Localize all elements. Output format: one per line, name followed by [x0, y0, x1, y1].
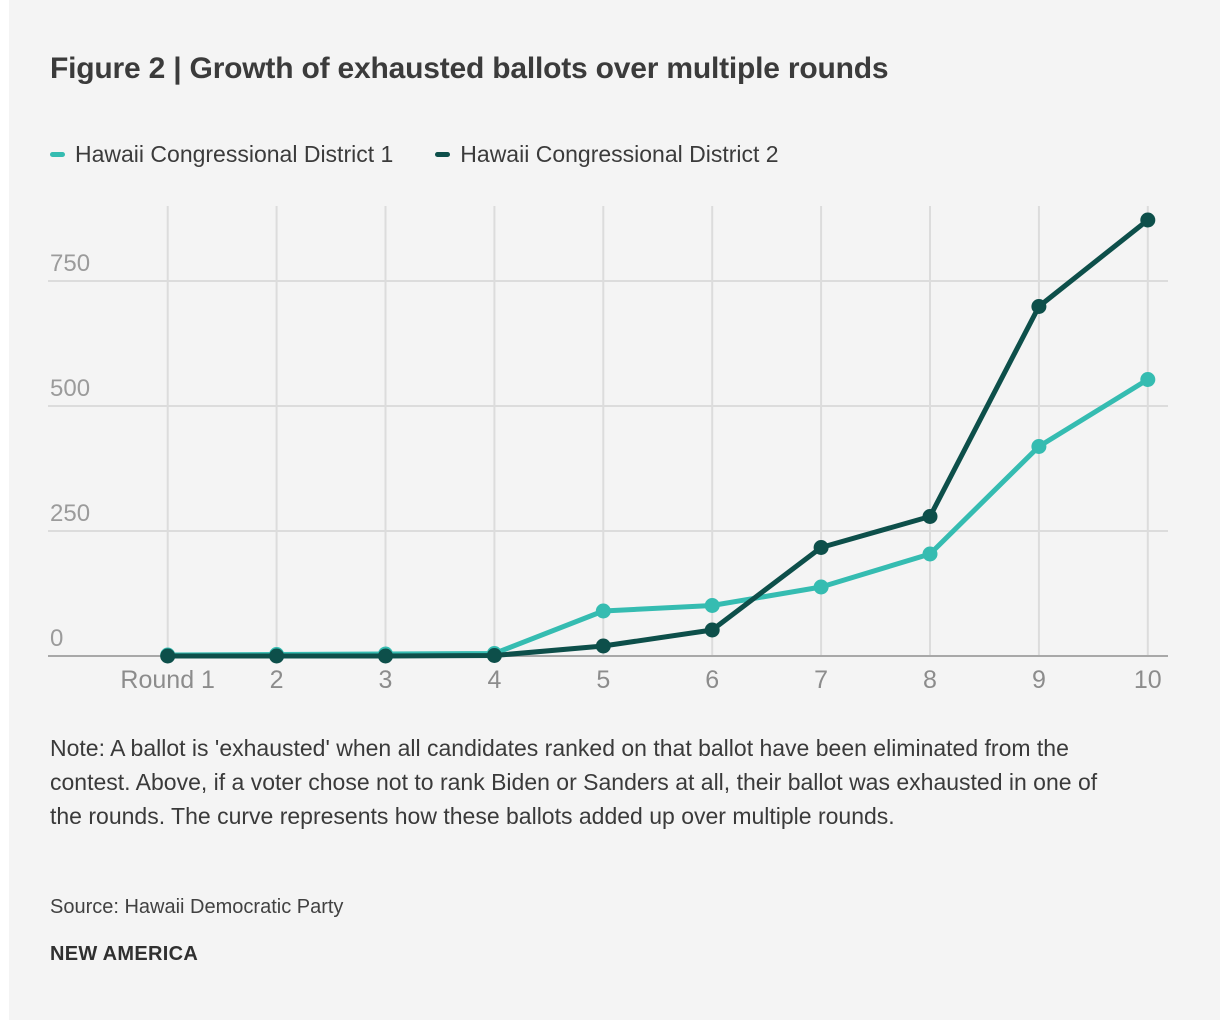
figure-note: Note: A ballot is 'exhausted' when all c…	[50, 735, 1098, 829]
x-tick-label: Round 1	[120, 666, 215, 694]
x-tick-label: 10	[1134, 666, 1162, 694]
legend-swatch-district-2	[435, 151, 451, 157]
data-point-district-2	[704, 622, 720, 638]
x-tick-label: 7	[814, 666, 828, 694]
data-point-district-1	[1031, 439, 1047, 454]
x-tick-label: 9	[1032, 666, 1046, 694]
data-point-district-2	[1140, 212, 1156, 228]
legend-label-district-1: Hawaii Congressional District 1	[75, 140, 394, 167]
line-chart: 0 250 500 750 Round 1 2 3 4 5 6 7 8 9 10	[48, 206, 1168, 694]
data-point-district-2	[813, 540, 829, 555]
x-tick-label: 5	[596, 666, 610, 694]
brand-wordmark: NEW AMERICA	[50, 943, 199, 965]
y-tick-label: 0	[50, 625, 63, 652]
data-point-district-2	[922, 509, 938, 524]
x-tick-label: 2	[270, 666, 284, 694]
data-point-district-2	[595, 638, 611, 654]
data-point-district-1	[595, 603, 611, 619]
data-point-district-1	[1140, 372, 1156, 387]
x-tick-label: 6	[705, 666, 719, 694]
series-line-district-2	[165, 217, 1151, 659]
data-point-district-2	[269, 648, 285, 664]
chart-legend: Hawaii Congressional District 1 Hawaii C…	[50, 140, 779, 168]
data-point-district-1	[813, 579, 829, 595]
legend-label-district-2: Hawaii Congressional District 2	[460, 140, 779, 167]
x-tick-label: 4	[487, 666, 501, 694]
y-tick-label: 500	[50, 375, 90, 402]
y-tick-label: 750	[50, 250, 90, 277]
figure-title: Figure 2 | Growth of exhausted ballots o…	[50, 52, 889, 85]
legend-item-district-1: Hawaii Congressional District 1	[50, 141, 393, 168]
source-line: Source: Hawaii Democratic Party	[50, 896, 344, 918]
data-point-district-2	[486, 648, 502, 663]
y-tick-label: 250	[50, 500, 90, 527]
legend-item-district-2: Hawaii Congressional District 2	[435, 140, 779, 168]
series-line-district-1	[165, 377, 1151, 658]
data-point-district-2	[1031, 299, 1047, 314]
data-point-district-1	[704, 598, 720, 613]
legend-swatch-district-1	[50, 151, 65, 157]
data-point-district-2	[160, 648, 176, 664]
x-tick-label: 8	[923, 666, 937, 694]
data-point-district-2	[378, 648, 393, 664]
x-tick-label: 3	[379, 666, 393, 694]
left-edge-strip	[0, 0, 9, 1020]
data-point-district-1	[922, 546, 938, 562]
